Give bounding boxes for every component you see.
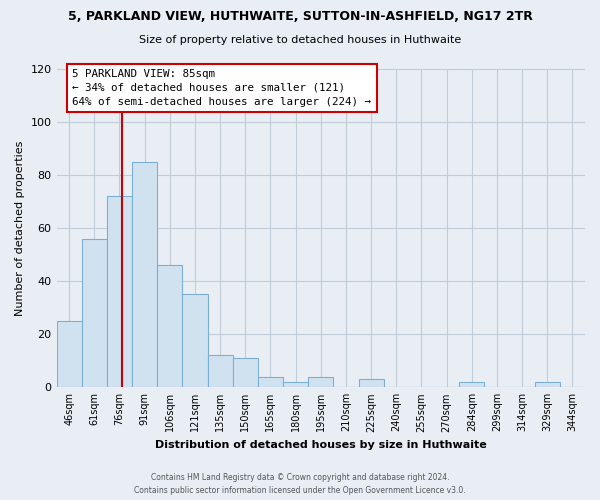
Bar: [208, 356, 233, 388]
Text: Contains HM Land Registry data © Crown copyright and database right 2024.
Contai: Contains HM Land Registry data © Crown c…: [134, 474, 466, 495]
Bar: [258, 376, 283, 388]
Bar: [233, 358, 258, 388]
Bar: [132, 162, 157, 388]
Y-axis label: Number of detached properties: Number of detached properties: [15, 140, 25, 316]
Bar: [283, 382, 308, 388]
Bar: [459, 382, 484, 388]
Bar: [107, 196, 132, 388]
Text: 5, PARKLAND VIEW, HUTHWAITE, SUTTON-IN-ASHFIELD, NG17 2TR: 5, PARKLAND VIEW, HUTHWAITE, SUTTON-IN-A…: [68, 10, 532, 23]
Bar: [56, 321, 82, 388]
Bar: [157, 266, 182, 388]
Text: 5 PARKLAND VIEW: 85sqm
← 34% of detached houses are smaller (121)
64% of semi-de: 5 PARKLAND VIEW: 85sqm ← 34% of detached…: [73, 69, 371, 107]
X-axis label: Distribution of detached houses by size in Huthwaite: Distribution of detached houses by size …: [155, 440, 487, 450]
Bar: [535, 382, 560, 388]
Bar: [182, 294, 208, 388]
Bar: [359, 380, 383, 388]
Bar: [82, 239, 107, 388]
Bar: [308, 376, 334, 388]
Text: Size of property relative to detached houses in Huthwaite: Size of property relative to detached ho…: [139, 35, 461, 45]
